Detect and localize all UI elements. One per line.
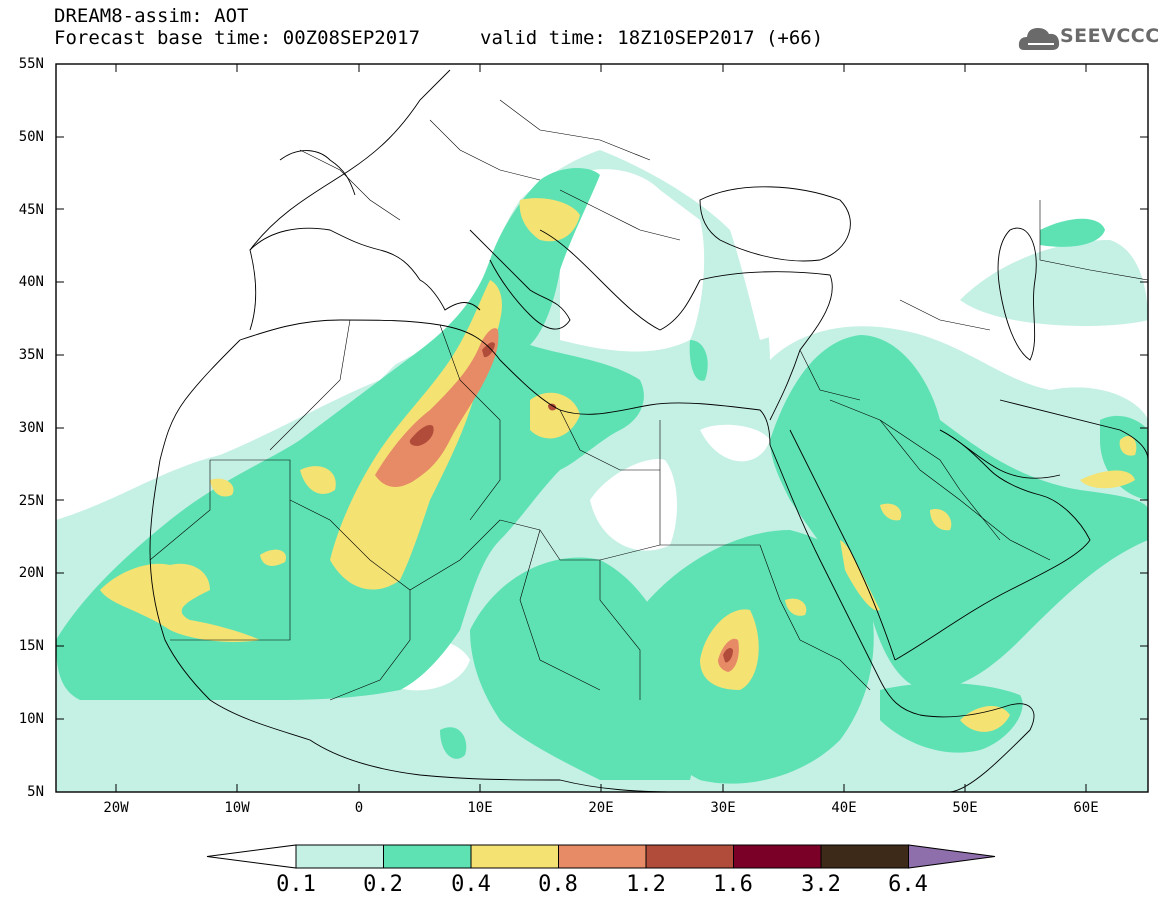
aot-band-1-2 xyxy=(409,342,733,663)
lat-label: 5N xyxy=(27,784,44,800)
lon-label: 10E xyxy=(467,800,493,816)
cloud-icon xyxy=(1018,28,1060,50)
lat-label: 25N xyxy=(18,493,44,509)
colorbar-label: 6.4 xyxy=(888,872,928,897)
colorbar-label: 3.2 xyxy=(801,872,841,897)
coastlines xyxy=(149,69,1148,792)
valid-time: valid time: 18Z10SEP2017 (+66) xyxy=(480,27,824,49)
forecast-base-time: Forecast base time: 00Z08SEP2017 xyxy=(54,27,421,49)
colorbar-label: 0.8 xyxy=(538,872,578,897)
lon-label: 20W xyxy=(103,800,129,816)
lon-label: 20E xyxy=(588,800,614,816)
lon-label: 10W xyxy=(224,800,250,816)
colorbar-label: 0.1 xyxy=(276,872,316,897)
colorbar-label: 1.6 xyxy=(713,872,753,897)
lat-label: 10N xyxy=(18,711,44,727)
lat-label: 40N xyxy=(18,274,44,290)
axis-ticks xyxy=(56,63,1148,793)
lat-label: 35N xyxy=(18,347,44,363)
colorbar-label: 0.4 xyxy=(451,872,491,897)
lat-label: 20N xyxy=(18,565,44,581)
country-borders xyxy=(149,99,1148,701)
lat-label: 45N xyxy=(18,202,44,218)
lon-label: 60E xyxy=(1073,800,1099,816)
lat-label: 30N xyxy=(18,420,44,436)
lat-label: 15N xyxy=(18,638,44,654)
lat-label: 55N xyxy=(18,56,44,72)
map-title: DREAM8-assim: AOT xyxy=(54,5,249,27)
colorbar-label: 1.2 xyxy=(626,872,666,897)
lat-label: 50N xyxy=(18,129,44,145)
colorbar-label: 0.2 xyxy=(363,872,403,897)
lon-label: 40E xyxy=(831,800,857,816)
lon-label: 30E xyxy=(710,800,736,816)
lon-label: 50E xyxy=(952,800,978,816)
logo-text: SEEVCCC xyxy=(1060,25,1160,47)
lon-label: 0 xyxy=(354,800,364,816)
